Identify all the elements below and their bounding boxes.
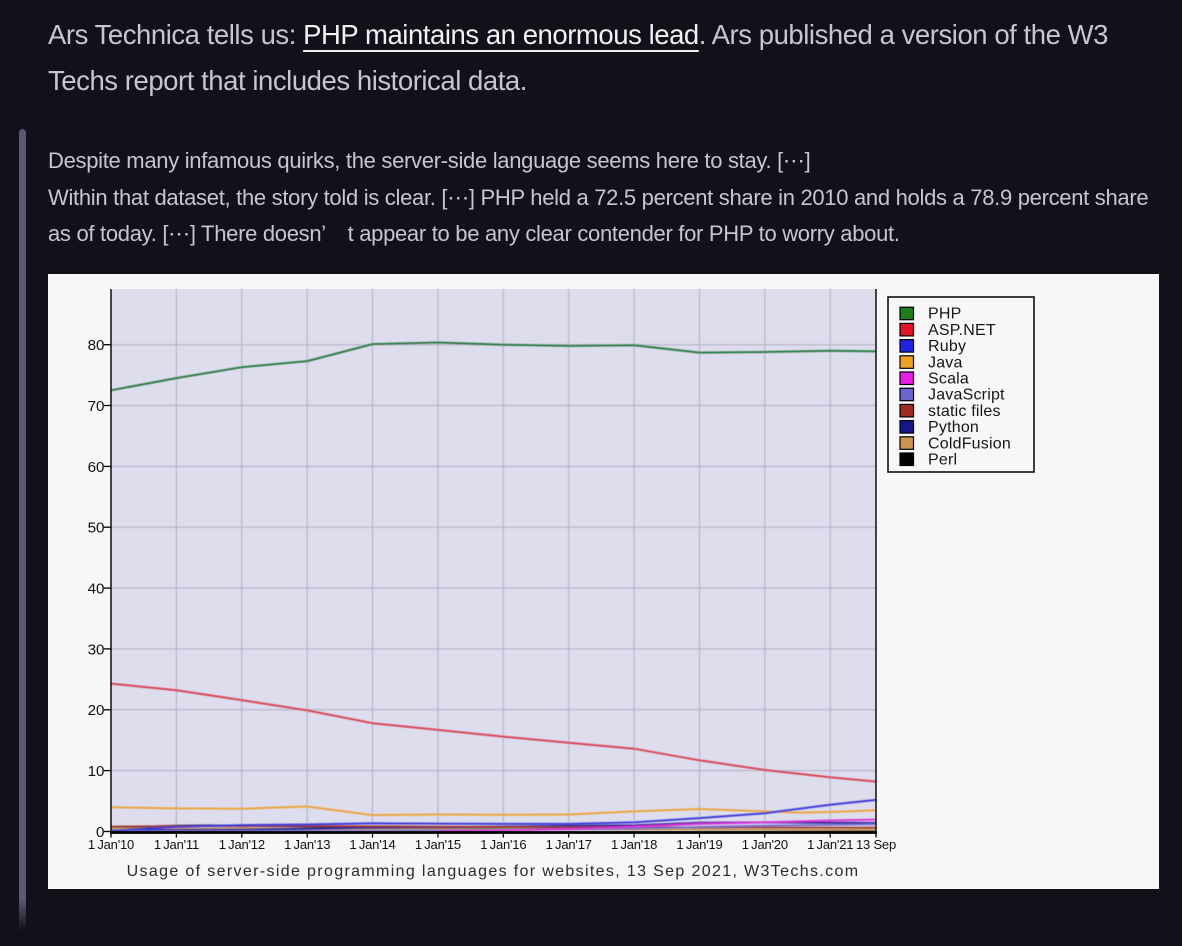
svg-text:13 Sep: 13 Sep — [856, 837, 896, 852]
svg-text:Perl: Perl — [928, 452, 957, 469]
svg-text:1 Jan'17: 1 Jan'17 — [546, 837, 592, 852]
svg-text:Python: Python — [928, 419, 979, 436]
svg-text:10: 10 — [88, 763, 105, 780]
svg-text:Java: Java — [928, 354, 963, 371]
svg-text:1 Jan'15: 1 Jan'15 — [415, 837, 461, 852]
svg-text:1 Jan'11: 1 Jan'11 — [154, 837, 199, 852]
svg-text:1 Jan'20: 1 Jan'20 — [742, 837, 788, 852]
svg-text:PHP: PHP — [928, 306, 962, 323]
svg-text:20: 20 — [88, 702, 105, 719]
svg-text:1 Jan'18: 1 Jan'18 — [611, 837, 657, 852]
svg-text:Ruby: Ruby — [928, 338, 966, 355]
svg-text:70: 70 — [88, 398, 105, 415]
svg-text:1 Jan'13: 1 Jan'13 — [284, 837, 330, 852]
svg-text:ColdFusion: ColdFusion — [928, 435, 1011, 452]
svg-text:Usage of server-side programmi: Usage of server-side programming languag… — [127, 863, 860, 880]
svg-text:0: 0 — [96, 824, 104, 841]
svg-text:ASP.NET: ASP.NET — [928, 322, 996, 339]
svg-text:40: 40 — [88, 581, 105, 598]
svg-text:30: 30 — [88, 641, 105, 658]
svg-text:1 Jan'16: 1 Jan'16 — [480, 837, 526, 852]
svg-text:60: 60 — [88, 459, 105, 476]
svg-text:1 Jan'21: 1 Jan'21 — [807, 837, 853, 852]
svg-text:50: 50 — [88, 520, 105, 537]
svg-text:1 Jan'19: 1 Jan'19 — [676, 837, 722, 852]
svg-text:1 Jan'12: 1 Jan'12 — [219, 837, 265, 852]
svg-text:80: 80 — [88, 337, 105, 354]
svg-text:1 Jan'10: 1 Jan'10 — [88, 837, 134, 852]
svg-text:Scala: Scala — [928, 371, 969, 388]
svg-text:JavaScript: JavaScript — [928, 387, 1005, 404]
svg-text:static files: static files — [928, 403, 1001, 420]
svg-text:1 Jan'14: 1 Jan'14 — [349, 837, 395, 852]
